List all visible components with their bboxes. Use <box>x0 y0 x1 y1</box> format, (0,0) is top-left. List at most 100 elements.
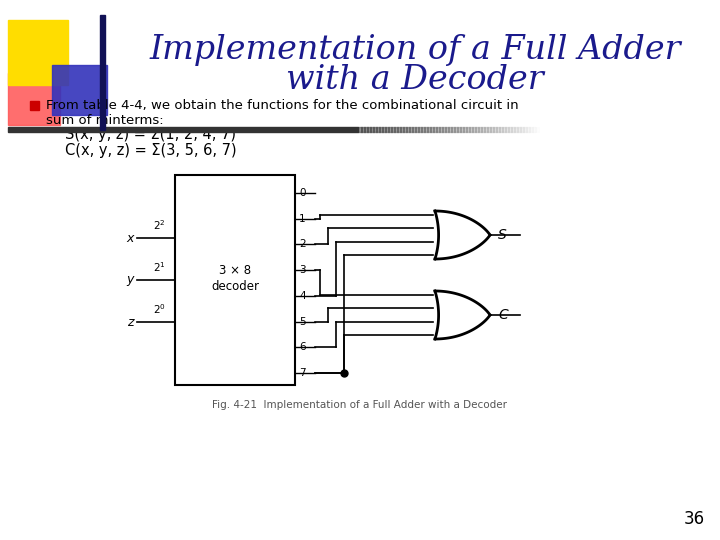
Bar <box>30 101 39 110</box>
Text: 0: 0 <box>299 188 305 198</box>
Bar <box>496 127 500 132</box>
Bar <box>562 127 565 132</box>
Bar <box>559 127 562 132</box>
Bar <box>625 127 629 132</box>
Bar <box>511 127 515 132</box>
Text: C(x, y, z) = Σ(3, 5, 6, 7): C(x, y, z) = Σ(3, 5, 6, 7) <box>65 143 237 158</box>
Bar <box>454 127 457 132</box>
Bar <box>502 127 505 132</box>
Text: Fig. 4-21  Implementation of a Full Adder with a Decoder: Fig. 4-21 Implementation of a Full Adder… <box>212 400 508 410</box>
Bar <box>442 127 446 132</box>
Bar <box>487 127 490 132</box>
Text: 4: 4 <box>299 291 305 301</box>
Bar <box>640 127 644 132</box>
Bar <box>565 127 569 132</box>
Bar <box>448 127 451 132</box>
Bar <box>388 127 392 132</box>
Bar <box>418 127 421 132</box>
Bar <box>460 127 464 132</box>
Text: 36: 36 <box>684 510 705 528</box>
Bar <box>394 127 397 132</box>
Text: 1: 1 <box>299 214 305 224</box>
Bar <box>367 127 371 132</box>
Bar <box>481 127 485 132</box>
Text: $2^2$: $2^2$ <box>153 218 166 232</box>
Bar <box>421 127 425 132</box>
Text: From table 4-4, we obtain the functions for the combinational circuit in: From table 4-4, we obtain the functions … <box>46 98 518 111</box>
Bar <box>415 127 418 132</box>
Bar <box>577 127 580 132</box>
Text: with a Decoder: with a Decoder <box>286 64 544 96</box>
Bar <box>538 127 541 132</box>
Bar <box>427 127 431 132</box>
Bar <box>520 127 523 132</box>
Bar <box>586 127 590 132</box>
Bar <box>652 127 655 132</box>
Bar <box>379 127 382 132</box>
Bar <box>397 127 400 132</box>
Bar <box>385 127 389 132</box>
Bar <box>52 65 107 115</box>
Bar <box>655 127 659 132</box>
Bar <box>409 127 413 132</box>
Text: C: C <box>498 308 508 322</box>
Bar <box>589 127 593 132</box>
Bar <box>532 127 536 132</box>
Bar <box>583 127 587 132</box>
Text: 5: 5 <box>299 316 305 327</box>
Bar <box>556 127 559 132</box>
Bar <box>445 127 449 132</box>
Bar <box>370 127 374 132</box>
Bar <box>499 127 503 132</box>
Bar <box>529 127 533 132</box>
Text: 7: 7 <box>299 368 305 378</box>
Bar <box>595 127 598 132</box>
Bar <box>8 20 68 85</box>
Bar <box>493 127 497 132</box>
Bar <box>406 127 410 132</box>
Text: Implementation of a Full Adder: Implementation of a Full Adder <box>149 34 681 66</box>
Bar <box>637 127 641 132</box>
Text: y: y <box>127 273 134 287</box>
Bar <box>604 127 608 132</box>
Bar <box>361 127 364 132</box>
Bar <box>598 127 601 132</box>
Bar <box>610 127 613 132</box>
Text: 3: 3 <box>299 265 305 275</box>
Text: 2: 2 <box>299 239 305 249</box>
Bar <box>544 127 547 132</box>
Bar <box>424 127 428 132</box>
Bar <box>469 127 472 132</box>
Text: x: x <box>127 232 134 245</box>
Bar <box>574 127 577 132</box>
Text: decoder: decoder <box>211 280 259 293</box>
Bar <box>628 127 631 132</box>
Bar <box>403 127 407 132</box>
Bar <box>601 127 605 132</box>
Bar <box>8 127 358 132</box>
Bar <box>457 127 461 132</box>
Bar <box>547 127 551 132</box>
Bar <box>505 127 508 132</box>
Bar <box>571 127 575 132</box>
Text: z: z <box>127 315 134 328</box>
Text: sum of minterms:: sum of minterms: <box>46 113 163 126</box>
Bar <box>484 127 487 132</box>
Bar <box>535 127 539 132</box>
Bar <box>373 127 377 132</box>
Bar <box>382 127 385 132</box>
Bar <box>451 127 454 132</box>
Bar <box>376 127 379 132</box>
Bar <box>463 127 467 132</box>
Text: $2^0$: $2^0$ <box>153 302 166 316</box>
Bar <box>592 127 595 132</box>
Bar <box>646 127 649 132</box>
Bar <box>523 127 526 132</box>
Bar <box>364 127 367 132</box>
Bar <box>616 127 619 132</box>
Bar <box>400 127 403 132</box>
Bar <box>439 127 443 132</box>
Bar <box>358 127 361 132</box>
Bar <box>100 15 105 130</box>
Bar <box>541 127 544 132</box>
